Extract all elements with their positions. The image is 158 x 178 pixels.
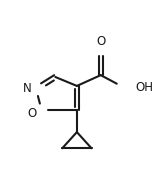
Text: OH: OH (135, 81, 153, 94)
Text: O: O (96, 35, 105, 48)
Text: O: O (28, 107, 37, 120)
Text: N: N (22, 82, 31, 95)
